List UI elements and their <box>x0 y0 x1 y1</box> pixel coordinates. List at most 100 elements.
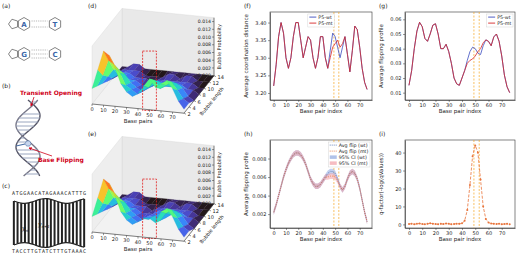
legend-swatch <box>330 145 337 146</box>
tick-label: 0.008 <box>198 42 211 47</box>
tick-label: 0 <box>408 230 411 236</box>
series-marker <box>469 184 471 186</box>
legend-label: Avg flip (mt) <box>339 149 369 154</box>
tick-mark <box>403 78 405 79</box>
base-pair-rung <box>72 202 74 243</box>
tick-label: 0.012 <box>198 155 211 160</box>
legend-label: P5-wt <box>497 15 511 20</box>
tick-label: 70 <box>499 230 505 236</box>
tick: 10 <box>420 100 426 108</box>
axis: 010203040506070 <box>406 100 516 108</box>
series-marker <box>413 223 415 225</box>
tick: 0.04 <box>390 46 405 52</box>
legend-swatch <box>309 23 316 24</box>
axis-title: Base pair index <box>300 108 343 115</box>
base-pair-rung <box>24 203 26 242</box>
tick: 40 <box>459 228 465 236</box>
axis: 0.0020.0040.0060.008 <box>252 141 270 229</box>
base-pair-rung <box>20 134 25 135</box>
axis-title: Average flipping profile <box>378 23 385 88</box>
panel-label: (d) <box>88 2 97 9</box>
axis-title: Average flipping profile <box>243 151 250 216</box>
base-pair-rung <box>23 114 40 115</box>
series-marker <box>472 155 474 157</box>
tick: 0 <box>408 100 411 108</box>
hydrogen-bond <box>32 58 48 59</box>
tick-label: 0.014 <box>198 19 211 24</box>
series-line <box>274 153 367 222</box>
series-marker <box>495 223 497 225</box>
series-marker <box>458 223 460 225</box>
tick-mark <box>184 113 186 114</box>
base-pair-rung <box>19 154 40 155</box>
base-pair-rung <box>26 174 39 175</box>
axis-title: q-factor(-log(qValues)) <box>378 153 385 215</box>
tick-mark <box>199 222 201 223</box>
surface-cell <box>127 218 138 225</box>
tick-label: 0.012 <box>198 27 211 32</box>
tick-label: 0 <box>90 234 93 240</box>
tick: 20 <box>296 228 302 236</box>
axis: 3.203.253.303.353.40 <box>255 13 270 101</box>
base-letter: A <box>21 21 27 29</box>
tick: 10 <box>283 228 289 236</box>
legend-box <box>308 14 334 27</box>
tick: 50 <box>332 228 338 236</box>
tick-mark <box>212 149 214 150</box>
base-pair-rung <box>17 202 19 243</box>
tick-label: 10 <box>395 204 401 210</box>
series-marker <box>490 223 492 225</box>
annotation-arrow <box>29 148 52 156</box>
pane <box>122 137 214 204</box>
tick-mark <box>212 195 214 196</box>
tick-mark <box>212 52 214 53</box>
tick-mark <box>212 60 214 61</box>
legend-swatch <box>488 17 495 18</box>
tick: 3.20 <box>255 90 270 96</box>
tick: 30 <box>395 168 405 174</box>
tick-mark <box>212 188 214 189</box>
series-marker <box>493 223 495 225</box>
purine-ring <box>18 18 29 31</box>
series-marker <box>419 223 421 225</box>
tick: 30 <box>308 100 314 108</box>
tick-mark <box>268 23 270 24</box>
tick: 3.25 <box>255 72 270 78</box>
tick: 30 <box>308 228 314 236</box>
axis-line <box>271 228 373 229</box>
axis-line <box>405 141 406 229</box>
tick: 0.06 <box>390 16 405 22</box>
tick-label: 0.04 <box>390 46 401 52</box>
tick-label: 0 <box>273 102 276 108</box>
surface-cell <box>127 90 138 97</box>
tick: 20 <box>433 228 439 236</box>
tick-label: 40 <box>135 239 141 245</box>
tick-label: 10 <box>100 107 106 113</box>
axis-title: Bubble length <box>198 86 225 118</box>
tick-label: 10 <box>420 230 426 236</box>
tick-label: 0 <box>398 222 401 228</box>
tick-mark <box>194 229 196 230</box>
legend-swatch <box>309 17 316 18</box>
annotation-arrow <box>31 97 34 106</box>
base-pair-rung <box>79 200 81 246</box>
tick-label: 2 <box>188 239 191 245</box>
tick-label: 10 <box>208 86 214 92</box>
base-pair-rung <box>32 166 35 167</box>
series-marker <box>464 220 466 222</box>
series-marker <box>429 222 431 224</box>
legend-swatch <box>330 151 337 152</box>
tick-mark <box>209 82 211 83</box>
tick: 70 <box>357 228 363 236</box>
tick-label: 10 <box>100 235 106 241</box>
base-pair-rung <box>76 201 78 245</box>
tick-label: 0.02 <box>390 75 401 81</box>
tick-label: 12 <box>213 80 219 86</box>
base-pair-rung <box>13 201 15 245</box>
series-marker <box>437 223 439 225</box>
series-marker <box>445 223 447 225</box>
tick-mark <box>199 94 201 95</box>
purine-ring <box>9 19 18 29</box>
tick: 0.02 <box>390 75 405 81</box>
figure: (a)ATGC(b)Transient OpeningBase Flipping… <box>0 0 520 256</box>
